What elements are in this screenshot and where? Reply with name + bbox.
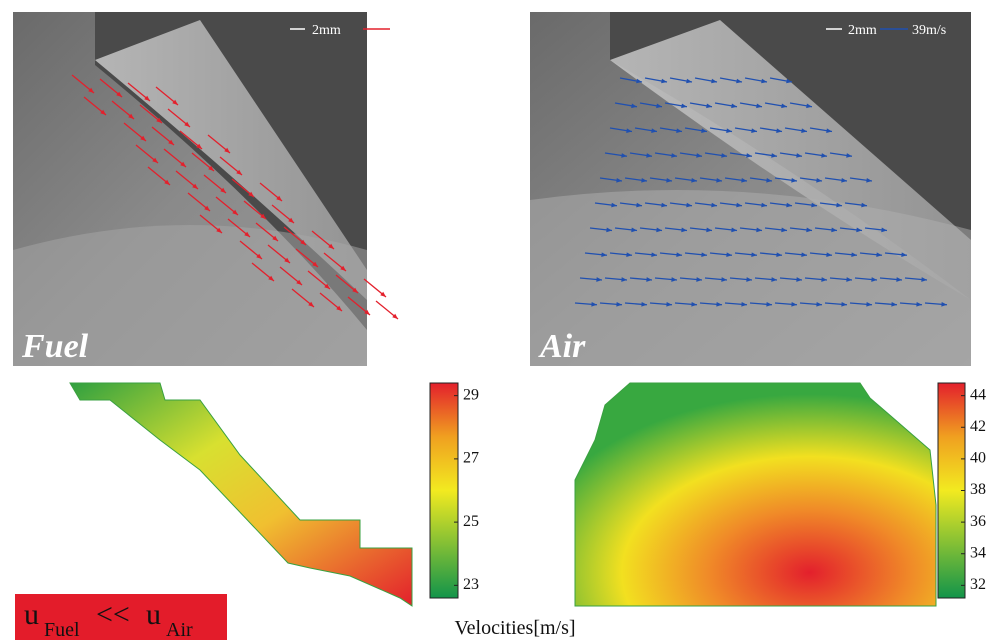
tick-label: 25: [463, 513, 479, 530]
panel-label: Air: [538, 328, 586, 365]
note-text: Fuel: [44, 619, 80, 641]
tick-label: 23: [463, 576, 479, 593]
axis-label: Velocities[m/s]: [454, 617, 575, 639]
note-text: u: [24, 598, 39, 631]
tick-label: 40: [970, 450, 986, 467]
tick-label: 42: [970, 418, 986, 435]
colorbar: [938, 383, 965, 598]
tick-label: 34: [970, 544, 986, 561]
figure: 2mm 26m/s 2mm 39m/s Fuel Air 23 25 27 29 32 3…: [0, 0, 1003, 642]
note-text: Air: [166, 619, 193, 641]
scale-velocity: 39m/s: [912, 23, 946, 38]
tick-label: 32: [970, 576, 986, 593]
panel-label: Fuel: [21, 328, 89, 365]
tick-label: 44: [970, 386, 986, 403]
tick-label: 36: [970, 513, 986, 530]
note-text: u: [146, 598, 161, 631]
tick-label: 27: [463, 450, 479, 467]
scale-velocity: 26m/s: [395, 23, 429, 38]
tick-label: 29: [463, 386, 479, 403]
air-velocity-map: [575, 383, 936, 606]
tick-label: 38: [970, 481, 986, 498]
scale-length: 2mm: [848, 23, 877, 38]
fuel-image: [13, 12, 367, 366]
note-text: <<: [96, 598, 130, 631]
fuel-velocity-map: [70, 383, 412, 606]
colorbar: [430, 383, 458, 598]
scale-length: 2mm: [312, 23, 341, 38]
air-image: [530, 12, 971, 366]
